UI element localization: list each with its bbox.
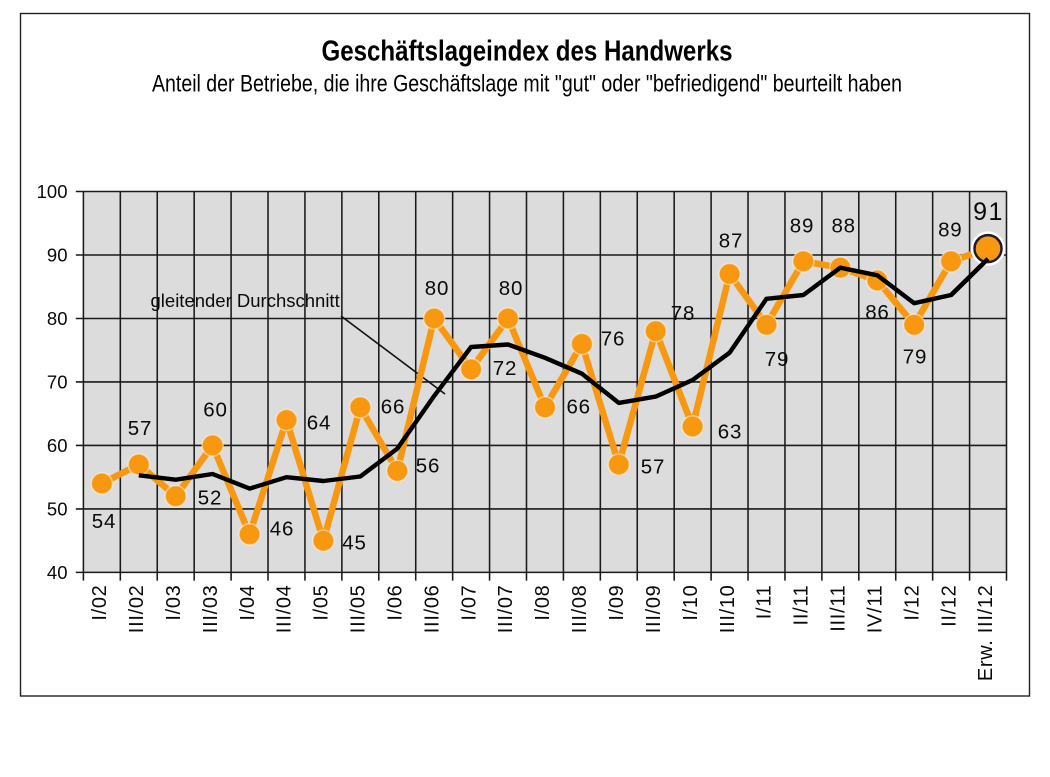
svg-text:I/05: I/05 (311, 585, 333, 621)
svg-text:I/03: I/03 (163, 585, 185, 621)
svg-text:46: 46 (270, 517, 294, 540)
svg-text:III/09: III/09 (643, 585, 665, 634)
svg-text:63: 63 (718, 420, 742, 443)
svg-text:72: 72 (493, 357, 517, 380)
svg-text:89: 89 (790, 215, 814, 238)
svg-text:78: 78 (671, 302, 695, 325)
svg-text:57: 57 (641, 455, 665, 478)
svg-text:I/08: I/08 (532, 585, 554, 621)
svg-text:Anteil der Betriebe, die ihre: Anteil der Betriebe, die ihre Geschäftsl… (152, 71, 902, 98)
svg-text:66: 66 (566, 395, 590, 418)
svg-text:80: 80 (47, 308, 68, 329)
svg-text:I/12: I/12 (901, 585, 923, 621)
svg-text:45: 45 (342, 531, 366, 554)
svg-text:80: 80 (425, 277, 449, 300)
svg-text:90: 90 (47, 245, 68, 266)
svg-text:I/02: I/02 (89, 585, 111, 621)
svg-text:III/08: III/08 (569, 585, 591, 634)
svg-text:79: 79 (903, 345, 927, 368)
svg-text:I/09: I/09 (606, 585, 628, 621)
svg-text:I/07: I/07 (458, 585, 480, 621)
svg-text:60: 60 (47, 435, 68, 456)
svg-text:70: 70 (47, 372, 68, 393)
svg-text:57: 57 (128, 417, 152, 440)
svg-text:Erw. III/12: Erw. III/12 (975, 584, 997, 681)
svg-text:III/06: III/06 (421, 585, 443, 634)
svg-text:76: 76 (601, 327, 625, 350)
svg-text:60: 60 (203, 398, 227, 421)
svg-text:100: 100 (37, 181, 68, 202)
svg-text:I/11: I/11 (754, 585, 776, 620)
svg-text:40: 40 (47, 562, 68, 583)
svg-text:gleitender Durchschnitt: gleitender Durchschnitt (151, 290, 340, 311)
svg-text:III/02: III/02 (126, 585, 148, 634)
svg-text:III/03: III/03 (200, 585, 222, 634)
svg-text:56: 56 (416, 454, 440, 477)
svg-text:II/11: II/11 (791, 585, 813, 626)
svg-text:80: 80 (499, 277, 523, 300)
svg-text:79: 79 (765, 348, 789, 371)
svg-text:III/10: III/10 (717, 585, 739, 634)
svg-text:I/04: I/04 (237, 585, 259, 621)
svg-text:50: 50 (47, 498, 68, 519)
svg-text:54: 54 (92, 510, 116, 533)
svg-text:89: 89 (938, 218, 962, 241)
svg-text:64: 64 (307, 411, 331, 434)
svg-text:Geschäftslageindex des Handwer: Geschäftslageindex des Handwerks (322, 36, 733, 68)
svg-text:II/12: II/12 (938, 585, 960, 627)
svg-text:88: 88 (831, 215, 855, 238)
svg-text:III/05: III/05 (348, 585, 370, 634)
svg-text:52: 52 (198, 486, 222, 509)
svg-text:87: 87 (719, 229, 743, 252)
svg-text:I/06: I/06 (385, 585, 407, 621)
svg-text:III/07: III/07 (495, 585, 517, 634)
svg-text:86: 86 (865, 301, 889, 324)
svg-text:III/11: III/11 (828, 585, 850, 632)
svg-text:66: 66 (381, 395, 405, 418)
svg-text:91: 91 (973, 198, 1004, 226)
svg-text:I/10: I/10 (680, 585, 702, 621)
svg-text:IV/11: IV/11 (865, 585, 887, 634)
svg-text:III/04: III/04 (274, 585, 296, 634)
